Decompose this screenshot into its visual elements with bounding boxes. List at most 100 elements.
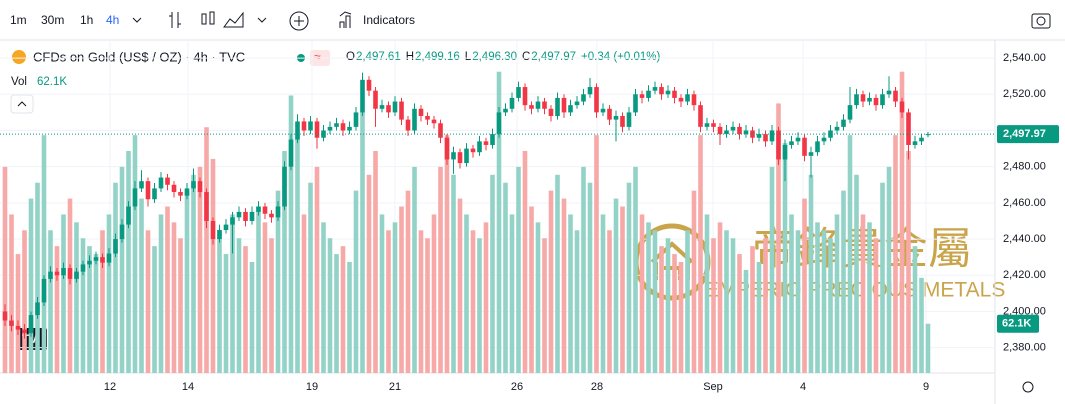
candle-icon[interactable]: [209, 11, 215, 25]
volume-bar: [873, 238, 879, 373]
candle-body: [899, 101, 905, 113]
volume-bar: [834, 214, 840, 373]
volume-bar: [431, 214, 437, 373]
volume-bar: [600, 214, 606, 373]
screenshot-icon[interactable]: [1031, 13, 1051, 29]
volume-bar: [470, 230, 476, 373]
volume-bar: [230, 214, 235, 373]
candle-body: [314, 121, 320, 138]
candle-body: [425, 116, 430, 120]
candle-body: [269, 213, 274, 218]
volume-bar: [327, 238, 333, 373]
candle-body: [2, 311, 8, 321]
ohlc-legend: L: [465, 51, 472, 63]
bars-icon[interactable]: [169, 12, 181, 28]
volume-bar: [386, 230, 391, 373]
volume-bar: [821, 230, 827, 373]
time-tick-label: 19: [306, 381, 318, 393]
add-icon[interactable]: [294, 16, 304, 26]
indicators-icon[interactable]: [339, 11, 352, 28]
volume-bar: [776, 103, 781, 373]
volume-bar: [399, 206, 404, 373]
candle-body: [288, 139, 294, 167]
volume-bar: [555, 174, 560, 373]
indicators-button[interactable]: Indicators: [363, 13, 415, 27]
volume-bar: [412, 166, 417, 373]
candle-body: [327, 126, 333, 131]
volume-bar: [925, 323, 931, 373]
area-icon[interactable]: [223, 11, 244, 28]
volume-bar: [353, 190, 359, 373]
candle-body: [438, 123, 443, 138]
candle-body: [139, 181, 144, 189]
candle-body: [275, 206, 281, 218]
candle-body: [672, 90, 677, 98]
candle-body: [158, 177, 164, 189]
volume-bar: [119, 166, 125, 373]
volume-bar: [730, 238, 736, 373]
price-tick-label: 2,440.00: [1003, 233, 1046, 245]
volume-bar: [321, 222, 326, 373]
candle-body: [80, 264, 86, 272]
add-icon[interactable]: [289, 11, 309, 31]
candle-body: [444, 137, 450, 160]
interval[interactable]: 1h: [80, 13, 93, 27]
dropdown-icon[interactable]: [132, 17, 142, 23]
candle-icon[interactable]: [201, 13, 207, 25]
candle-body: [373, 90, 378, 109]
volume-bar: [145, 230, 151, 373]
candle-body: [724, 130, 729, 135]
candle-body: [282, 166, 287, 207]
volume-bar: [516, 166, 521, 373]
candle-body: [633, 94, 638, 113]
candle-body: [204, 192, 209, 221]
price-tick-label: 2,520.00: [1003, 88, 1046, 100]
candle-body: [184, 188, 190, 196]
candle-body: [470, 148, 476, 153]
volume-last-box: [997, 314, 1039, 333]
candle-body: [87, 260, 92, 265]
candle-body: [74, 271, 79, 279]
interval[interactable]: 1m: [10, 13, 27, 27]
volume-bar: [35, 182, 40, 373]
time-tick-label: Sep: [703, 381, 723, 393]
volume-bar: [379, 214, 385, 373]
interval[interactable]: 30m: [41, 13, 64, 27]
time-tick-label: 9: [923, 381, 929, 393]
volume-bar: [568, 214, 573, 373]
candle-body: [392, 101, 398, 113]
candle-body: [41, 278, 47, 303]
time-tick-label: 14: [182, 381, 194, 393]
dropdown-icon[interactable]: [257, 17, 267, 23]
settings-icon[interactable]: [1022, 381, 1034, 393]
collapse-icon: [17, 101, 27, 107]
volume-bar: [438, 166, 443, 373]
candle-body: [828, 130, 833, 138]
volume-bar: [314, 166, 320, 373]
collapse-button[interactable]: [10, 94, 34, 114]
volume-bar: [906, 151, 911, 373]
volume-bar: [509, 214, 515, 373]
volume-bar: [405, 190, 411, 373]
volume-bar: [28, 198, 34, 373]
price-tick-label: 2,400.00: [1003, 305, 1046, 317]
candle-body: [132, 188, 138, 207]
candle-body: [737, 126, 742, 135]
candle-body: [691, 94, 697, 106]
candle-body: [61, 268, 66, 276]
candle-body: [353, 112, 359, 127]
volume-bar: [178, 238, 183, 373]
candle-body: [756, 134, 762, 138]
candle-body: [236, 211, 242, 218]
candle-body: [431, 119, 437, 124]
volume-bar: [496, 71, 502, 373]
candle-body: [405, 119, 411, 131]
candle-body: [743, 130, 749, 135]
volume-bar: [360, 111, 365, 373]
volume-bar: [854, 174, 859, 373]
volume-bar: [334, 254, 339, 373]
candle-body: [873, 97, 879, 106]
interval-active[interactable]: 4h: [106, 13, 119, 27]
volume-bar: [132, 135, 138, 373]
candle-body: [568, 105, 573, 113]
